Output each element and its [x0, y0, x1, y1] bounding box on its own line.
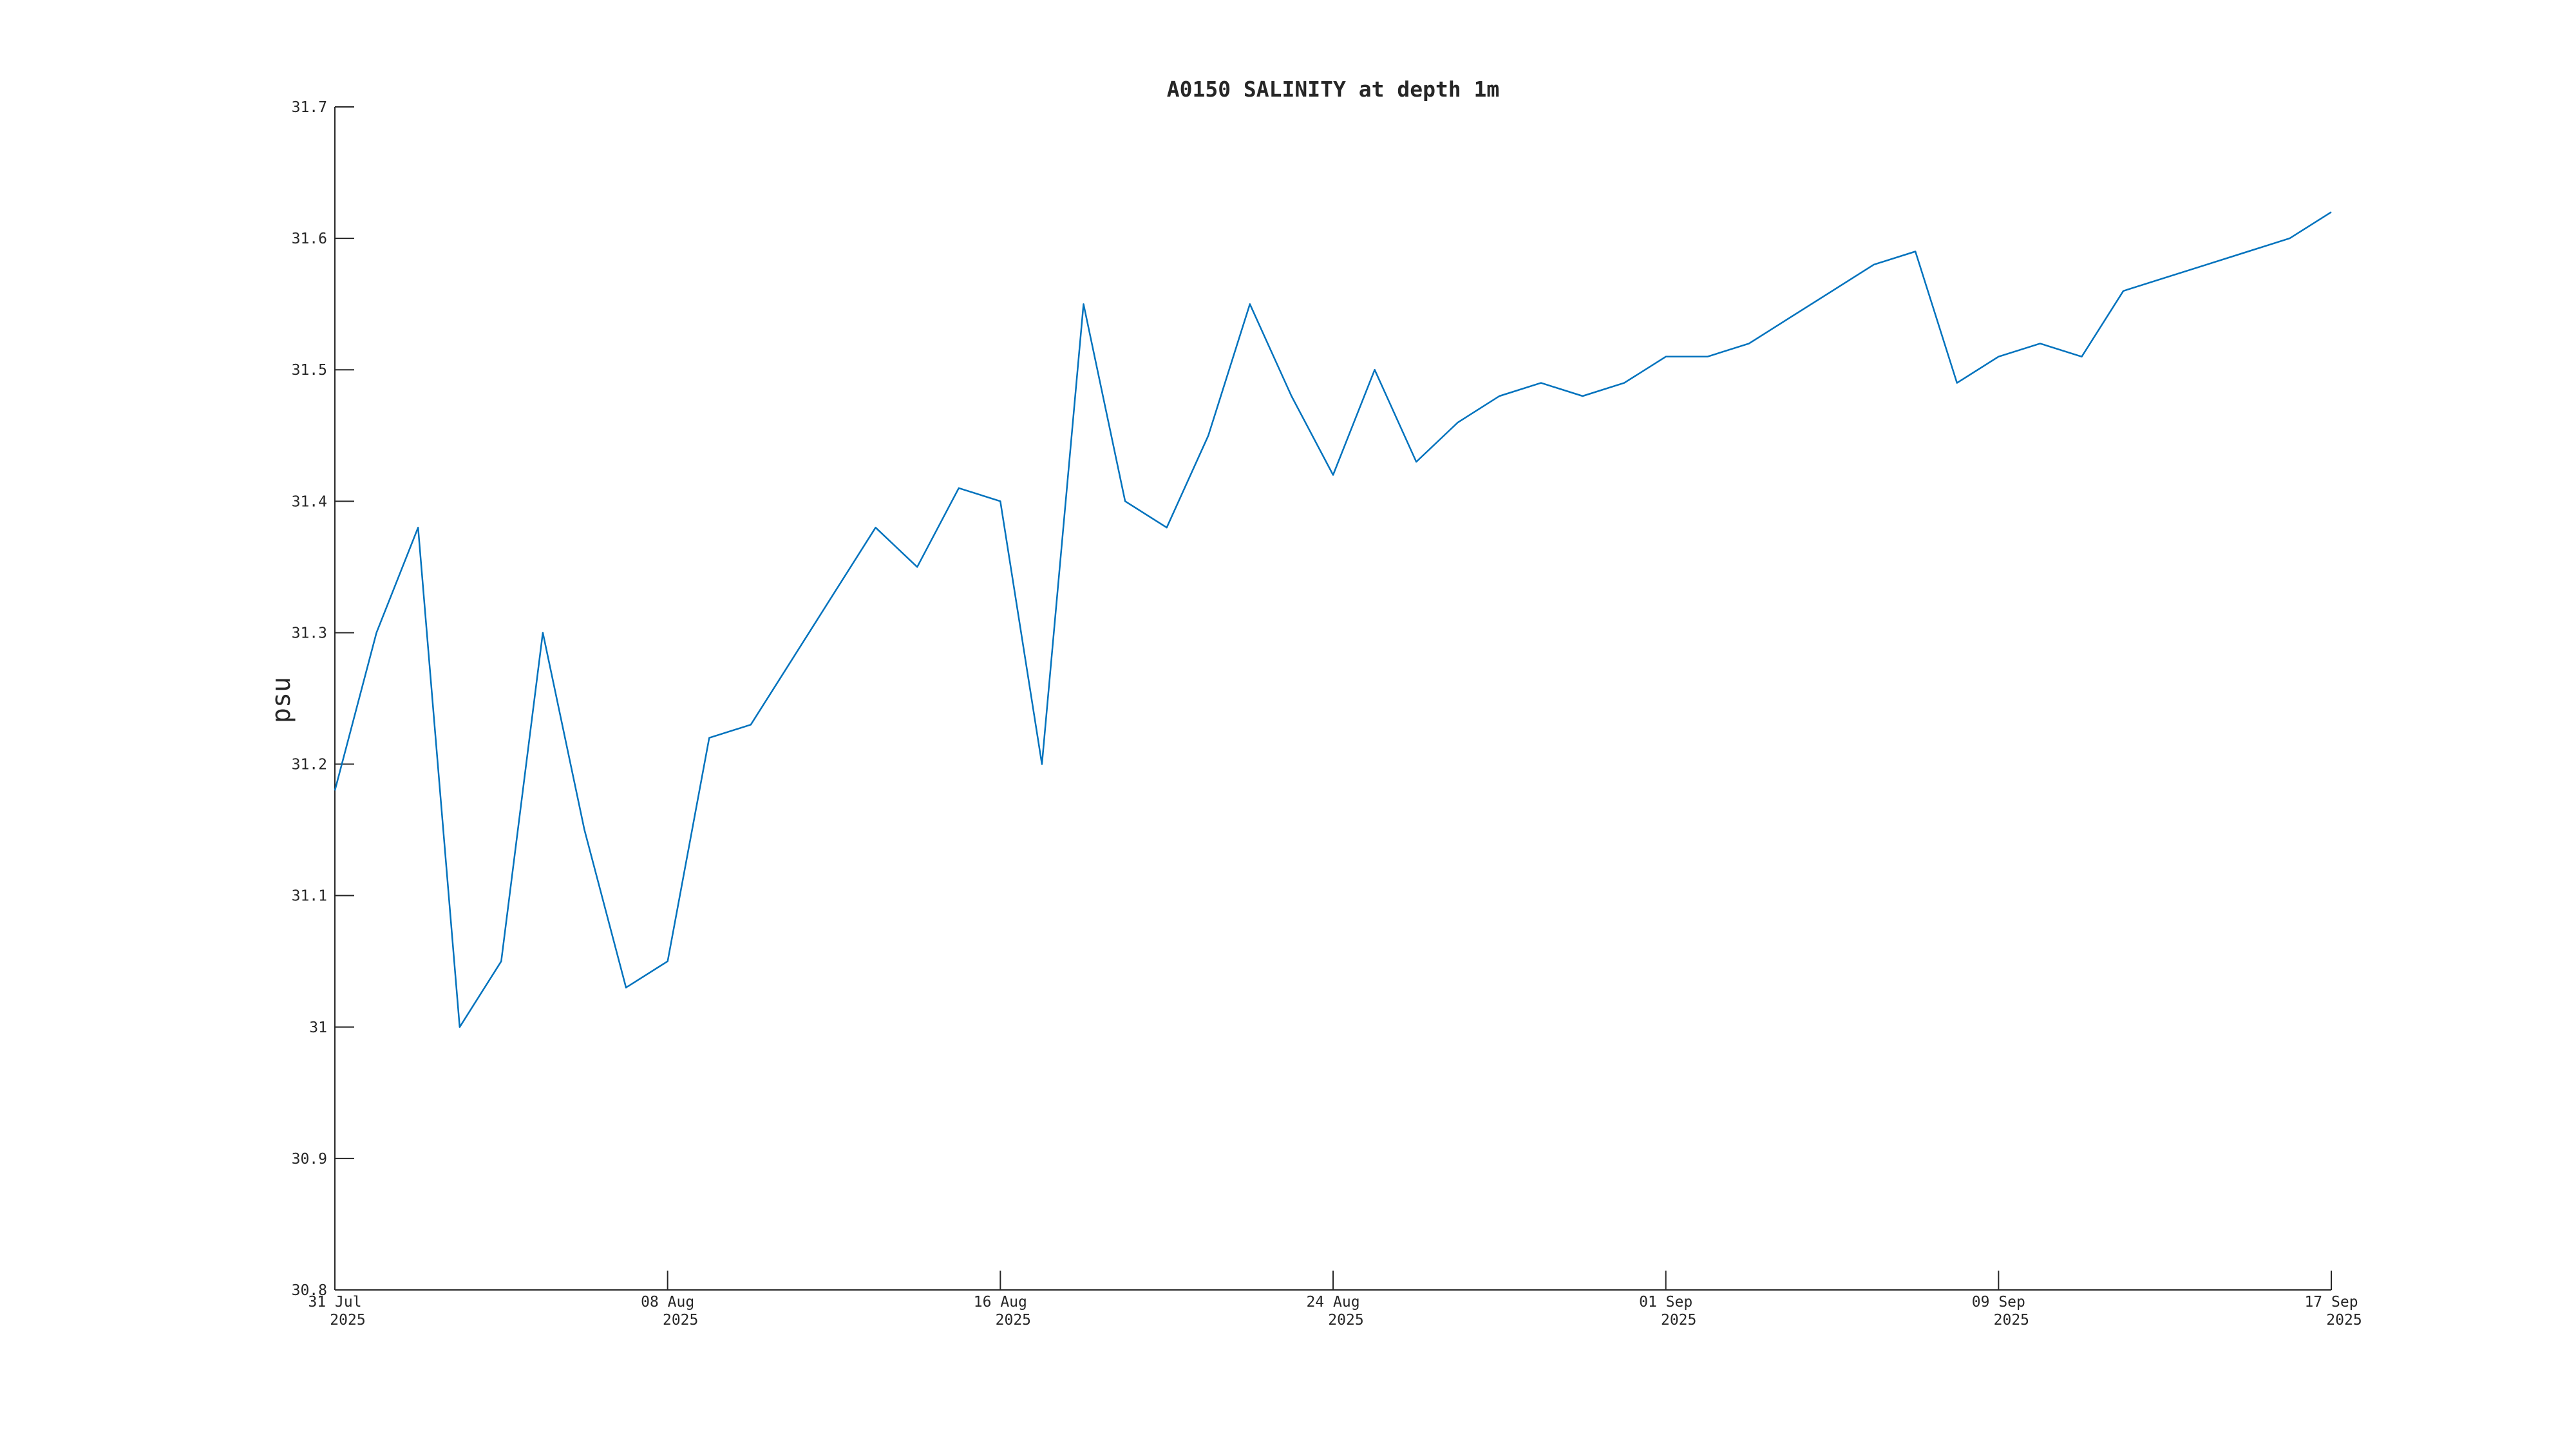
y-tick-label: 31.4 [292, 493, 327, 510]
x-tick-label: 08 Aug 2025 [641, 1294, 698, 1329]
y-tick-label: 31.2 [292, 757, 327, 773]
x-tick-label: 24 Aug 2025 [1306, 1294, 1363, 1329]
chart-title: A0150 SALINITY at depth 1m [1167, 77, 1500, 102]
x-tick-label: 09 Sep 2025 [1972, 1294, 2029, 1329]
y-tick-label: 31.7 [292, 99, 327, 116]
y-tick-label: 30.9 [292, 1151, 327, 1168]
x-tick-label: 16 Aug 2025 [974, 1294, 1031, 1329]
y-tick-label: 31.1 [292, 888, 327, 905]
y-tick-label: 31.6 [292, 231, 327, 247]
y-tick-label: 31.5 [292, 362, 327, 379]
x-tick-label: 17 Sep 2025 [2304, 1294, 2362, 1329]
y-tick-label: 31 [309, 1019, 327, 1036]
x-tick-label: 31 Jul 2025 [308, 1294, 365, 1329]
y-tick-label: 31.3 [292, 625, 327, 641]
y-axis-label: psu [267, 677, 296, 723]
data-line [334, 211, 2332, 1028]
y-tick-label: 30.8 [292, 1282, 327, 1299]
x-tick-label: 01 Sep 2025 [1639, 1294, 1696, 1329]
